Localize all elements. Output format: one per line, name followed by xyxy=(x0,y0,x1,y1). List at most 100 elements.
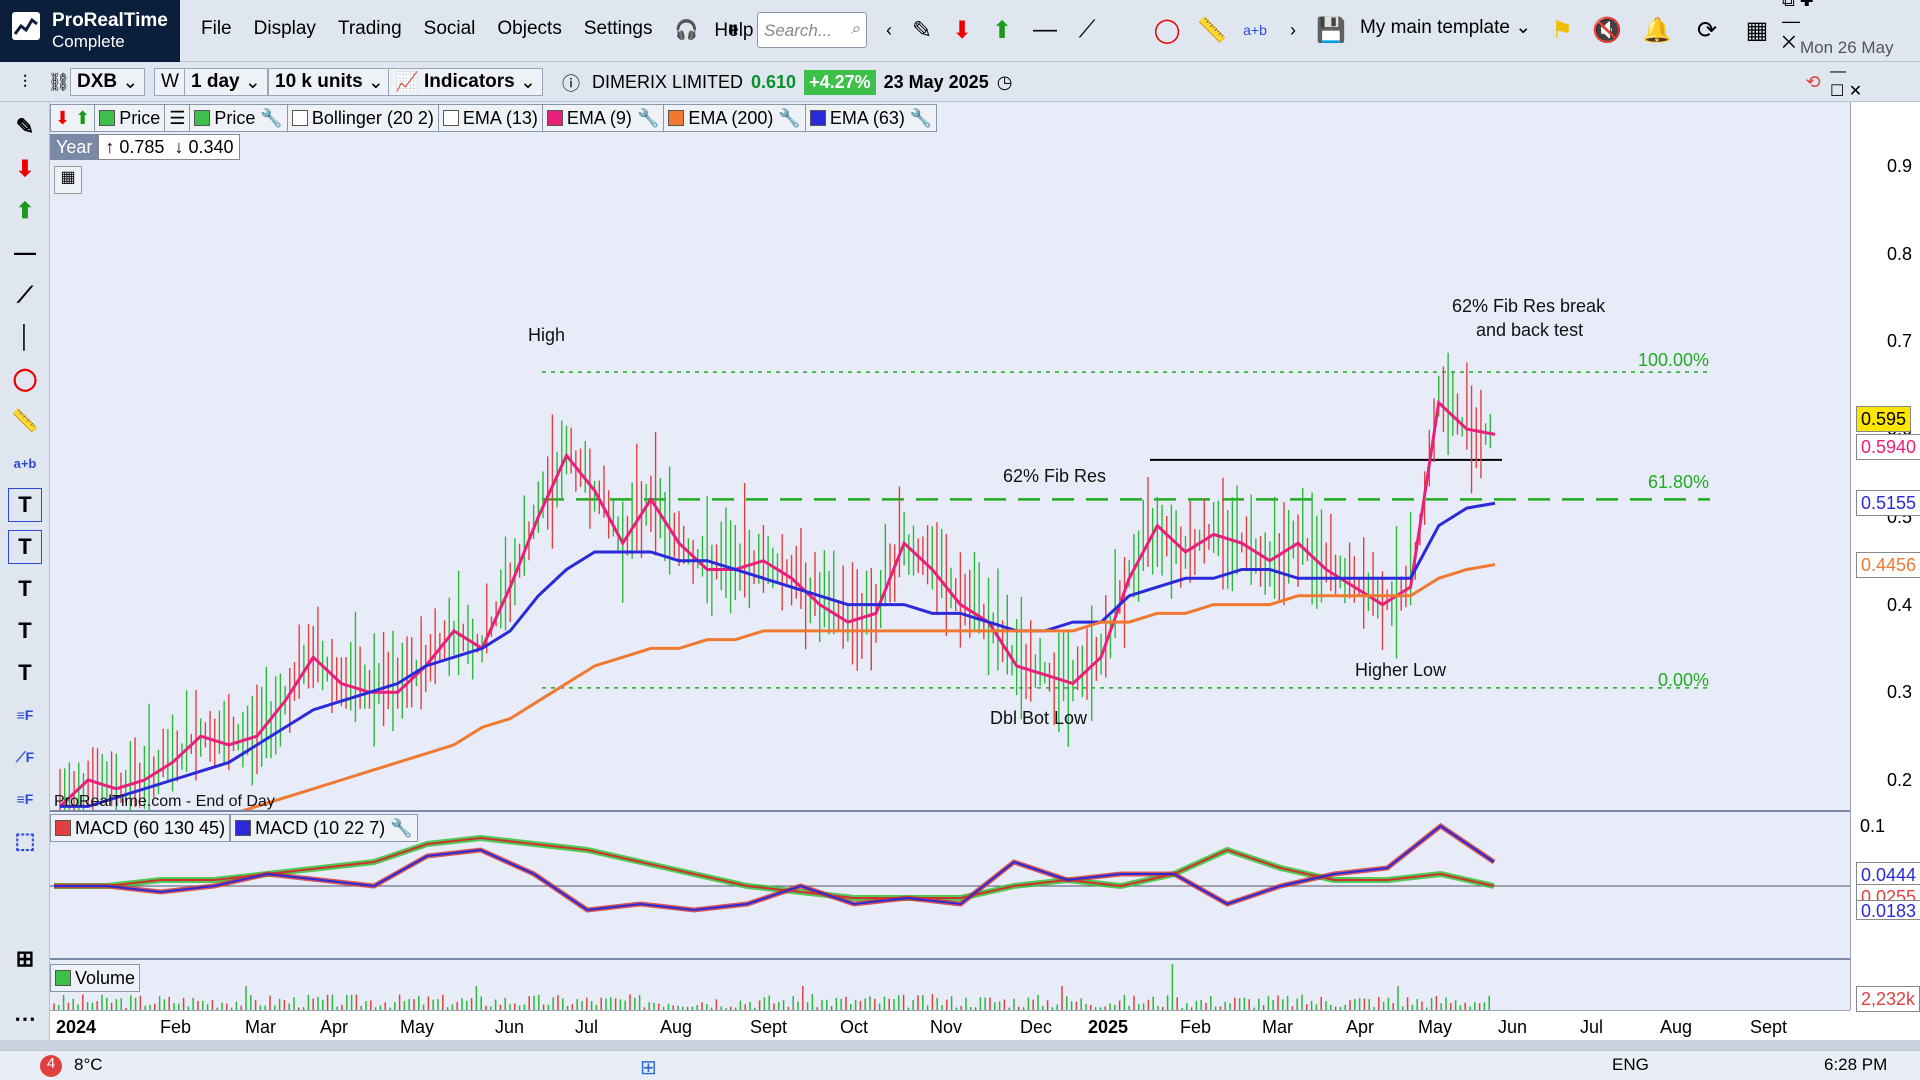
x-tick-label: Jul xyxy=(1580,1017,1604,1037)
legend-volume[interactable]: Volume xyxy=(50,964,141,992)
os-taskbar: 4 8°C ⊞ ENG 6:28 PM xyxy=(0,1050,1920,1080)
year-range-box: Year ↑ 0.785 ↓ 0.340 xyxy=(50,134,241,160)
legend-macd1[interactable]: MACD (60 130 45) xyxy=(50,814,231,842)
legend-bars[interactable]: ☰ xyxy=(164,104,191,132)
volume-pane[interactable]: Volume xyxy=(50,958,1850,1012)
legend-ema9[interactable]: EMA (9) 🔧 xyxy=(541,104,665,132)
ticker-selector[interactable]: DXB ⌄ xyxy=(70,68,146,96)
indicator-legend: ⬇ ⬆ Price ☰ Price 🔧 Bollinger (20 2) EMA… xyxy=(50,104,938,132)
legend-ema63[interactable]: EMA (63) 🔧 xyxy=(804,104,938,132)
chevron-down-icon: ⌄ xyxy=(1515,17,1532,38)
mute-icon[interactable]: 🔇 xyxy=(1592,16,1622,44)
flag-icon[interactable]: ⚑ xyxy=(1551,16,1573,44)
save-icon[interactable]: 💾 xyxy=(1316,16,1346,44)
template-dropdown[interactable]: My main template ⌄ xyxy=(1360,16,1531,39)
price-chart[interactable] xyxy=(50,102,1850,870)
multi-chart-icon[interactable]: ⊞ xyxy=(15,946,35,971)
clock-time[interactable]: 6:28 PM xyxy=(1824,1055,1888,1074)
units-dropdown[interactable]: 10 k units ⌄ xyxy=(268,68,391,96)
language-indicator[interactable]: ENG xyxy=(1612,1055,1649,1074)
ruler-icon[interactable]: 📏 xyxy=(1197,16,1227,44)
text-tool-2-icon[interactable]: T xyxy=(18,576,32,601)
toggle-icon[interactable]: ⏸ xyxy=(727,16,739,43)
horizontal-line-tool-icon[interactable]: — xyxy=(14,240,36,265)
legend-bollinger[interactable]: Bollinger (20 2) xyxy=(286,104,439,132)
macd-fast-signal xyxy=(54,824,1495,912)
candles-icon[interactable]: ⫶ xyxy=(22,71,28,92)
text-tool-3-icon[interactable]: T xyxy=(18,618,32,643)
up-arrow-tool-icon[interactable]: ⬆ xyxy=(15,198,35,223)
calculator-icon[interactable]: ▦ xyxy=(54,166,82,194)
info-icon[interactable]: ⓘ xyxy=(562,74,580,94)
pencil-tool-icon[interactable]: ✎ xyxy=(15,114,35,139)
text-tool-4-icon[interactable]: T xyxy=(18,660,32,685)
ellipse-icon[interactable]: ◯ xyxy=(1153,16,1181,44)
legend-ema13[interactable]: EMA (13) xyxy=(437,104,543,132)
y-tick-label: 0.4 xyxy=(1886,594,1912,615)
refresh-icon[interactable]: ⟲ xyxy=(1805,71,1821,92)
menu-objects[interactable]: Objects xyxy=(497,18,562,39)
x-tick-label: Mar xyxy=(245,1017,276,1037)
weather-temp[interactable]: 8°C xyxy=(74,1055,103,1074)
horizontal-line-icon[interactable]: — xyxy=(1033,16,1057,43)
legend-macd2[interactable]: MACD (10 22 7) 🔧 xyxy=(230,814,418,842)
menu-settings[interactable]: Settings xyxy=(583,18,653,39)
fib-fan-tool-icon[interactable]: ≡F xyxy=(16,707,34,723)
macd-axis-label: 0.1 xyxy=(1860,816,1886,836)
menu-help[interactable]: 🎧 Help xyxy=(663,18,775,42)
alerts-icon[interactable]: 🔔 xyxy=(1642,16,1672,44)
weekly-button[interactable]: W xyxy=(154,68,186,96)
annotation-fib-break-1: 62% Fib Res break xyxy=(1452,296,1606,316)
chart-toolbar: ⫶ ⛓ DXB ⌄ W 1 day ⌄ 10 k units ⌄ 📈 Indic… xyxy=(0,62,1920,102)
window-controls-icon[interactable]: ⧉ ✚ — ✕ xyxy=(1782,0,1814,52)
legend-ema200-label: EMA (200) xyxy=(688,107,774,128)
price-change: +4.27% xyxy=(804,70,876,95)
down-arrow-tool-icon[interactable]: ⬇ xyxy=(15,156,35,181)
trendline-tool-icon[interactable]: ⟋ xyxy=(17,282,33,307)
calculator-icon[interactable]: ▦ xyxy=(1745,16,1769,44)
macd-pane[interactable]: MACD (60 130 45) MACD (10 22 7) 🔧 xyxy=(50,810,1850,958)
menu-trading[interactable]: Trading xyxy=(337,18,402,39)
legend-ema200[interactable]: EMA (200) 🔧 xyxy=(663,104,806,132)
x-tick-label: Sept xyxy=(1750,1017,1788,1037)
timeframe-dropdown[interactable]: 1 day ⌄ xyxy=(184,68,268,96)
arrow-up-icon[interactable]: ⬆ xyxy=(991,16,1013,44)
time-axis[interactable]: 2024 Feb Mar Apr May Jun Jul Aug Sept Oct Nov Dec 20… xyxy=(50,1010,1850,1040)
indicators-button[interactable]: 📈 Indicators ⌄ xyxy=(388,68,543,96)
arrow-down-icon[interactable]: ⬇ xyxy=(951,16,973,44)
text-tool-icon[interactable]: T xyxy=(8,488,42,522)
trendline-icon[interactable]: ⟋ xyxy=(1078,16,1096,43)
panel-controls-icon[interactable]: — ☐ ✕ xyxy=(1830,63,1863,100)
wrench-icon: 🔧 xyxy=(778,107,801,128)
chevron-right-icon[interactable]: › xyxy=(1290,19,1296,40)
fib-time-tool-icon[interactable]: ≡F xyxy=(16,791,34,807)
instrument-info: DIMERIX LIMITED 0.610 +4.27% 23 May 2025… xyxy=(592,70,1012,95)
macd1-label: MACD (60 130 45) xyxy=(75,817,226,838)
ellipse-tool-icon[interactable]: ◯ xyxy=(12,366,38,391)
x-tick-label: Feb xyxy=(160,1017,192,1037)
fibonacci-tool-icon[interactable]: a+b xyxy=(13,455,37,471)
menu-file[interactable]: File xyxy=(201,18,232,39)
more-icon[interactable]: ⋯ xyxy=(14,1006,36,1031)
vertical-line-tool-icon[interactable]: │ xyxy=(18,324,32,349)
legend-price1[interactable]: Price xyxy=(94,104,166,132)
rectangle-tool-icon[interactable]: ⬚ xyxy=(14,828,36,853)
link-icon[interactable]: ⛓ xyxy=(47,71,71,92)
windows-start-icon[interactable]: ⊞ xyxy=(640,1057,657,1079)
legend-price2[interactable]: Price 🔧 xyxy=(189,104,288,132)
fibonacci-icon[interactable]: a+b xyxy=(1243,22,1267,38)
pencil-icon[interactable]: ✎ xyxy=(911,16,933,44)
ruler-tool-icon[interactable]: 📏 xyxy=(11,408,39,433)
chevron-left-icon[interactable]: ‹ xyxy=(886,19,892,40)
ticker-label: DXB xyxy=(77,71,118,92)
ema13-swatch xyxy=(442,110,459,126)
legend-arrows[interactable]: ⬇ ⬆ xyxy=(50,104,96,132)
menu-display[interactable]: Display xyxy=(253,18,316,39)
sync-icon[interactable]: ⟳ xyxy=(1696,16,1718,44)
bollinger-swatch xyxy=(291,110,308,126)
fib-100-label: 100.00% xyxy=(1638,350,1710,370)
fib-arc-tool-icon[interactable]: ⟋F xyxy=(15,748,35,765)
menu-social[interactable]: Social xyxy=(423,18,476,39)
search-input[interactable]: Search... ⌕ xyxy=(757,12,867,48)
text-box-tool-icon[interactable]: T xyxy=(8,530,42,564)
